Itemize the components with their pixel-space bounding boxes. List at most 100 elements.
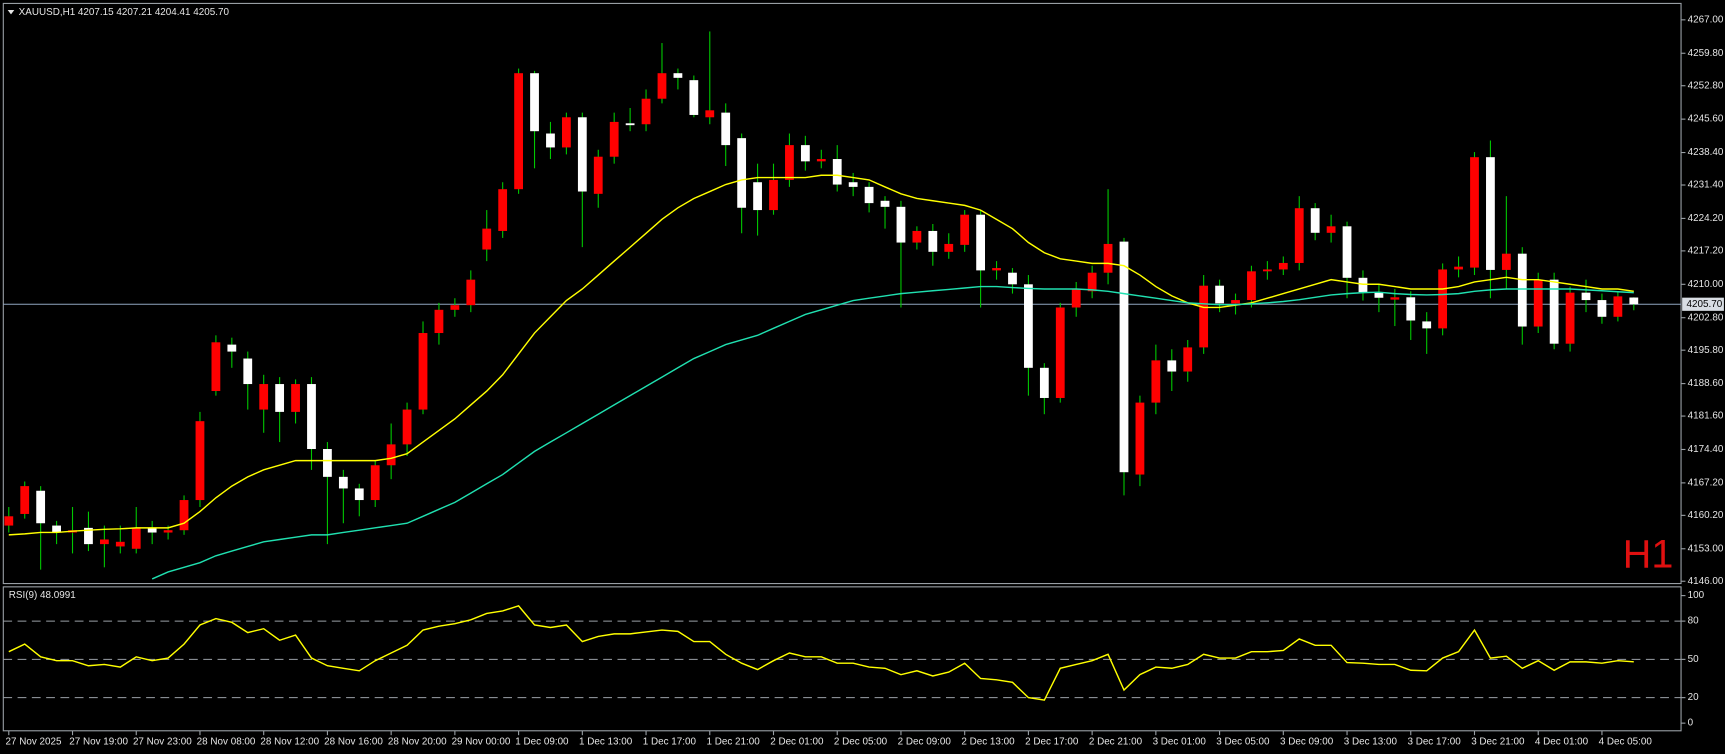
y-tick-label: 4210.00 — [1688, 279, 1724, 290]
candle-body — [1262, 269, 1272, 272]
candle-body — [1024, 284, 1033, 368]
candle-body — [1565, 292, 1575, 344]
y-tick-label: 4202.80 — [1688, 312, 1724, 323]
candle-body — [960, 214, 970, 245]
candle-body — [577, 117, 587, 192]
candle-body — [20, 486, 30, 514]
y-tick-label: 4174.40 — [1688, 444, 1724, 455]
x-tick-label: 3 Dec 21:00 — [1471, 736, 1525, 747]
candle-body — [131, 527, 141, 549]
x-tick-label: 3 Dec 05:00 — [1216, 736, 1270, 747]
candle-body — [816, 159, 826, 162]
y-tick-label: 4238.40 — [1688, 147, 1724, 158]
candle-body — [386, 444, 396, 466]
candle-body — [243, 358, 253, 385]
candle-body — [1039, 367, 1049, 398]
candle-body — [1454, 266, 1463, 270]
candle-body — [928, 230, 938, 252]
rsi-y-tick-label: 100 — [1688, 590, 1705, 601]
candle-body — [1422, 321, 1432, 329]
x-tick-label: 27 Nov 19:00 — [69, 736, 128, 747]
candle-body — [609, 121, 619, 157]
moving-average-line — [151, 285, 1634, 580]
candle-body — [179, 500, 189, 531]
x-tick-label: 28 Nov 20:00 — [388, 736, 447, 747]
candle-body — [195, 421, 205, 501]
timeframe-watermark: H1 — [1623, 533, 1674, 577]
rsi-y-tick-label: 20 — [1688, 692, 1699, 703]
candle-body — [689, 80, 699, 115]
candle-body — [466, 279, 476, 306]
candle-body — [1008, 272, 1017, 285]
y-tick-label: 4224.20 — [1688, 213, 1724, 224]
chart-title: XAUUSD,H1 4207.15 4207.21 4204.41 4205.7… — [19, 7, 230, 18]
candle-body — [498, 189, 508, 231]
candle-body — [800, 145, 810, 162]
candle-body — [4, 516, 14, 526]
x-tick-label: 3 Dec 01:00 — [1153, 736, 1207, 747]
main-panel-frame — [2, 2, 1682, 585]
x-tick-label: 4 Dec 01:00 — [1535, 736, 1589, 747]
candle-body — [705, 110, 715, 118]
y-tick-label: 4195.80 — [1688, 345, 1724, 356]
x-tick-label: 1 Dec 21:00 — [706, 736, 760, 747]
candle-body — [1326, 226, 1336, 233]
candle-body — [1581, 292, 1591, 301]
x-tick-label: 28 Nov 08:00 — [197, 736, 256, 747]
candle-body — [832, 159, 842, 185]
y-tick-label: 4181.60 — [1688, 411, 1724, 422]
x-tick-label: 2 Dec 01:00 — [770, 736, 824, 747]
rsi-line — [8, 605, 1634, 701]
candle-body — [1231, 300, 1240, 304]
x-tick-label: 1 Dec 09:00 — [515, 736, 569, 747]
candle-body — [482, 228, 492, 250]
candle-body — [896, 206, 906, 243]
symbol-menu-icon[interactable] — [7, 10, 15, 15]
candle-body — [1390, 297, 1400, 300]
candle-body — [99, 539, 109, 545]
x-tick-label: 3 Dec 17:00 — [1407, 736, 1461, 747]
current-price-label: 4205.70 — [1687, 299, 1723, 310]
candle-body — [1470, 157, 1479, 268]
candle-body — [1358, 277, 1368, 293]
x-tick-label: 27 Nov 2025 — [5, 736, 62, 747]
candle-body — [785, 145, 794, 180]
y-tick-label: 4188.60 — [1688, 378, 1724, 389]
candle-body — [275, 384, 285, 412]
y-tick-label: 4259.80 — [1688, 48, 1724, 59]
x-tick-label: 2 Dec 21:00 — [1089, 736, 1143, 747]
x-tick-label: 27 Nov 23:00 — [133, 736, 192, 747]
x-tick-label: 2 Dec 13:00 — [961, 736, 1015, 747]
candle-body — [338, 476, 348, 489]
candle-body — [354, 488, 364, 501]
rsi-y-tick-label: 80 — [1688, 616, 1699, 627]
x-tick-label: 29 Nov 00:00 — [452, 736, 511, 747]
current-price-box — [1682, 297, 1724, 311]
candle-body — [115, 541, 125, 547]
candle-body — [370, 465, 380, 501]
candle-body — [657, 73, 667, 99]
candle-body — [1167, 360, 1177, 372]
candle-body — [291, 384, 300, 412]
candle-body — [514, 73, 523, 190]
candle-body — [561, 117, 571, 148]
candle-body — [1151, 360, 1161, 403]
x-tick-label: 1 Dec 17:00 — [643, 736, 697, 747]
y-tick-label: 4217.20 — [1688, 246, 1724, 257]
candle-body — [992, 268, 1001, 271]
candle-body — [1278, 262, 1288, 270]
candle-body — [848, 182, 858, 187]
candle-body — [737, 138, 747, 208]
candle-body — [1247, 271, 1256, 301]
moving-average-line — [8, 174, 1634, 536]
candle-body — [1087, 272, 1097, 292]
candle-body — [1486, 157, 1495, 270]
candle-body — [1549, 279, 1559, 344]
candle-body — [1374, 292, 1384, 298]
candle-body — [211, 342, 221, 392]
x-tick-label: 2 Dec 09:00 — [898, 736, 952, 747]
rsi-label: RSI(9) 48.0991 — [9, 590, 76, 601]
candle-body — [1199, 285, 1209, 348]
